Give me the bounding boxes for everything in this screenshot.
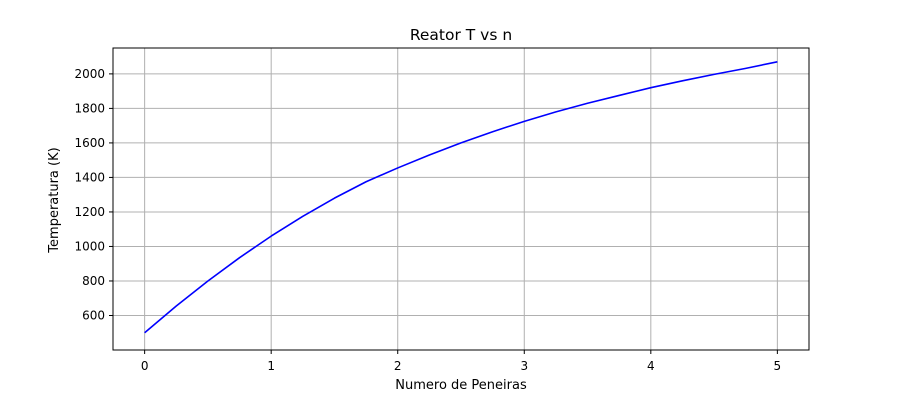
- x-tick-label: 2: [394, 359, 402, 373]
- x-tick-label: 1: [267, 359, 275, 373]
- y-axis-ticks: 600 800 1000 1200 1400 1600 1800 2000: [74, 67, 113, 322]
- x-axis-ticks: 0 1 2 3 4 5: [141, 350, 781, 373]
- y-tick-label: 1200: [74, 205, 105, 219]
- plot-frame: [112, 47, 810, 351]
- chart-title: Reator T vs n: [410, 26, 512, 44]
- x-tick-label: 0: [141, 359, 149, 373]
- x-tick-label: 3: [520, 359, 528, 373]
- y-tick-label: 1400: [74, 170, 105, 184]
- x-tick-label: 5: [774, 359, 782, 373]
- y-tick-label: 1000: [74, 239, 105, 253]
- y-tick-label: 600: [82, 308, 105, 322]
- y-tick-label: 2000: [74, 67, 105, 81]
- y-tick-label: 1800: [74, 101, 105, 115]
- y-axis-label: Temperatura (K): [47, 147, 62, 253]
- y-tick-label: 1600: [74, 136, 105, 150]
- grid: [113, 48, 809, 350]
- x-tick-label: 4: [647, 359, 655, 373]
- x-axis-label: Numero de Peneiras: [395, 378, 527, 393]
- series-layer: [144, 61, 778, 334]
- series-line-0: [144, 61, 778, 334]
- y-tick-label: 800: [82, 274, 105, 288]
